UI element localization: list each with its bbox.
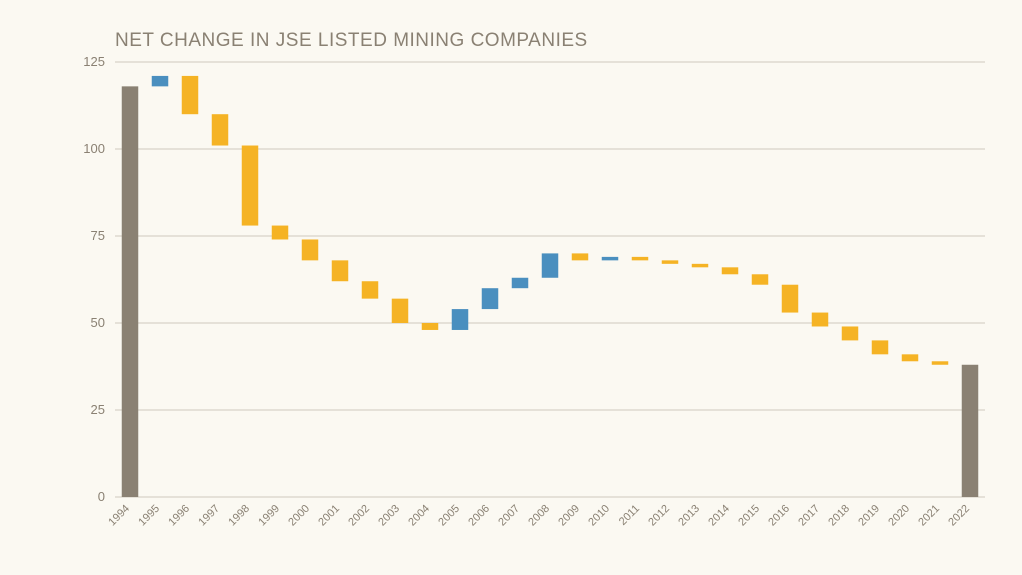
x-axis-label: 2005: [436, 503, 462, 529]
waterfall-bar: [272, 226, 289, 240]
waterfall-bar: [782, 285, 799, 313]
x-axis-label: 2012: [646, 503, 672, 529]
x-axis-label: 2006: [466, 503, 492, 529]
x-axis-label: 1999: [256, 503, 282, 529]
x-axis-label: 2011: [617, 503, 642, 528]
waterfall-chart: 0255075100125199419951996199719981999200…: [0, 0, 1022, 575]
x-axis-label: 2020: [886, 503, 912, 529]
waterfall-bar: [542, 253, 559, 277]
y-axis-label: 75: [91, 228, 105, 243]
waterfall-bar: [932, 361, 949, 364]
waterfall-bar: [332, 260, 349, 281]
x-axis-label: 2008: [526, 503, 552, 529]
waterfall-bar: [212, 114, 229, 145]
waterfall-bar: [452, 309, 469, 330]
waterfall-bar: [512, 278, 529, 288]
waterfall-bar: [842, 326, 859, 340]
waterfall-bar: [182, 76, 199, 114]
waterfall-bar: [692, 264, 709, 267]
x-axis-label: 2003: [376, 503, 402, 529]
waterfall-bar: [572, 253, 589, 260]
x-axis-label: 2002: [346, 503, 372, 529]
y-axis-label: 0: [98, 489, 105, 504]
waterfall-bar: [122, 86, 139, 497]
x-axis-label: 1994: [106, 503, 132, 529]
y-axis-label: 100: [83, 141, 105, 156]
chart-title: NET CHANGE IN JSE LISTED MINING COMPANIE…: [115, 30, 588, 52]
x-axis-label: 2016: [766, 503, 792, 529]
waterfall-bar: [752, 274, 769, 284]
x-axis-label: 2000: [286, 503, 312, 529]
y-axis-label: 125: [83, 54, 105, 69]
x-axis-label: 2010: [586, 503, 612, 529]
x-axis-label: 2004: [406, 503, 432, 529]
waterfall-bar: [242, 146, 259, 226]
x-axis-label: 2007: [496, 503, 522, 529]
waterfall-bar: [152, 76, 169, 86]
waterfall-bar: [812, 313, 829, 327]
x-axis-label: 2013: [676, 503, 702, 529]
waterfall-bar: [302, 239, 319, 260]
x-axis-label: 1996: [166, 503, 192, 529]
x-axis-label: 2018: [826, 503, 852, 529]
x-axis-label: 2019: [856, 503, 882, 529]
waterfall-bar: [662, 260, 679, 263]
waterfall-bar: [962, 365, 979, 497]
chart-container: NET CHANGE IN JSE LISTED MINING COMPANIE…: [0, 0, 1022, 575]
x-axis-label: 2022: [946, 503, 972, 529]
waterfall-bar: [872, 340, 889, 354]
y-axis-label: 50: [91, 315, 105, 330]
waterfall-bar: [632, 257, 649, 260]
waterfall-bar: [602, 257, 619, 260]
x-axis-label: 2001: [316, 503, 342, 529]
x-axis-label: 1998: [226, 503, 252, 529]
y-axis-label: 25: [91, 402, 105, 417]
waterfall-bar: [392, 299, 409, 323]
waterfall-bar: [482, 288, 499, 309]
waterfall-bar: [362, 281, 379, 298]
x-axis-label: 2014: [706, 503, 732, 529]
x-axis-label: 2009: [556, 503, 582, 529]
waterfall-bar: [722, 267, 739, 274]
x-axis-label: 1997: [196, 503, 222, 529]
waterfall-bar: [902, 354, 919, 361]
waterfall-bar: [422, 323, 439, 330]
x-axis-label: 1995: [136, 503, 162, 529]
x-axis-label: 2017: [796, 503, 822, 529]
x-axis-label: 2021: [916, 503, 942, 529]
x-axis-label: 2015: [736, 503, 762, 529]
